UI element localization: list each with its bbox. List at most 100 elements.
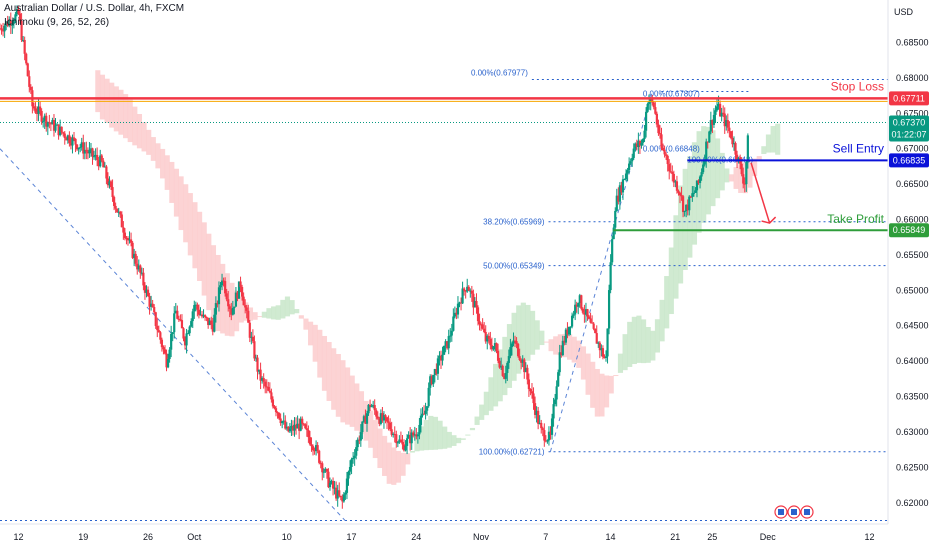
candle-body — [339, 495, 342, 498]
y-tick-label: 0.62000 — [896, 498, 929, 508]
candle-body — [422, 413, 426, 415]
candle-body — [353, 455, 356, 458]
cloud-segment — [604, 375, 610, 408]
candle-body — [62, 132, 65, 134]
candle-body — [611, 239, 614, 263]
cloud-segment — [160, 148, 166, 179]
candle-body — [179, 319, 182, 321]
cloud-segment — [557, 334, 563, 356]
candle-body — [436, 358, 440, 374]
cloud-segment — [608, 375, 614, 394]
candle-body — [372, 405, 375, 407]
candle-body — [529, 389, 532, 392]
candle-body — [156, 325, 159, 331]
candle-body — [163, 349, 167, 354]
cloud-segment — [243, 302, 249, 321]
candle-body — [714, 110, 717, 115]
candle-body — [330, 480, 333, 483]
legend: Australian Dollar / U.S. Dollar, 4h, FXC… — [4, 2, 184, 30]
candle-body — [563, 340, 566, 343]
candle-body — [196, 304, 199, 310]
candle-body — [725, 120, 728, 127]
candle-body — [379, 413, 382, 424]
candle-body — [170, 333, 173, 350]
candle-body — [176, 310, 179, 319]
candle-body — [274, 408, 278, 413]
candle-body — [375, 410, 378, 417]
candle-body — [587, 316, 591, 319]
candle-body — [264, 381, 267, 387]
candle-body — [513, 340, 517, 342]
cloud-segment — [599, 373, 605, 417]
candle-body — [367, 404, 370, 414]
candle-body — [316, 445, 319, 451]
candle-body — [5, 21, 8, 26]
fib-label: 0.00%(0.67807) — [643, 90, 700, 99]
candle-body — [476, 307, 480, 322]
cloud-segment — [525, 304, 531, 361]
x-tick-label: 10 — [282, 532, 292, 542]
cloud-segment — [428, 415, 434, 450]
candle-body — [634, 143, 637, 149]
candle-body — [607, 290, 611, 329]
candle-body — [382, 415, 386, 421]
x-tick-label: 21 — [670, 532, 680, 542]
cloud-segment — [95, 70, 101, 113]
candle-body — [23, 39, 26, 54]
candle-body — [347, 471, 350, 479]
candle-body — [159, 332, 162, 340]
candle-body — [438, 355, 441, 359]
candle-body — [356, 439, 359, 448]
candle-body — [427, 387, 430, 407]
candle-body — [348, 466, 352, 472]
candle-body — [416, 434, 419, 437]
candle-body — [279, 418, 282, 424]
candle-body — [43, 115, 46, 121]
candle-body — [79, 147, 82, 149]
candle-body — [637, 140, 640, 148]
candle-body — [68, 135, 71, 144]
candle-body — [222, 280, 225, 282]
candle-body — [250, 336, 253, 338]
cloud-segment — [724, 168, 730, 183]
candle-body — [202, 315, 205, 317]
candle-body — [504, 373, 507, 379]
candle-body — [331, 480, 335, 489]
cloud-segment — [664, 276, 670, 329]
cloud-segment — [340, 360, 346, 423]
cloud-segment — [372, 420, 378, 459]
candle-body — [543, 430, 546, 441]
candle-body — [612, 227, 615, 240]
candle-body — [197, 309, 201, 315]
candle-body — [143, 285, 147, 293]
candle-body — [432, 374, 435, 385]
cloud-segment — [405, 453, 411, 465]
candle-body — [580, 295, 583, 309]
candle-body — [165, 353, 168, 368]
y-tick-label: 0.68000 — [896, 73, 929, 83]
candle-body — [253, 341, 256, 359]
candle-body — [507, 356, 510, 363]
cloud-segment — [752, 158, 758, 177]
candle-body — [200, 314, 204, 317]
candle-body — [166, 359, 170, 368]
cloud-segment — [479, 404, 485, 420]
x-tick-label: 26 — [143, 532, 153, 542]
candle-body — [277, 412, 281, 419]
candle-body — [358, 439, 361, 441]
candle-body — [66, 135, 69, 141]
candle-body — [677, 190, 680, 193]
cloud-segment — [580, 346, 587, 380]
cloud-segment — [354, 383, 360, 431]
candle-body — [259, 369, 262, 381]
candle-body — [479, 324, 483, 326]
candle-body — [6, 21, 9, 26]
cloud-segment — [571, 336, 577, 363]
candle-body — [57, 124, 60, 136]
trade-levels: Stop Loss Sell Entry Take Profit — [0, 79, 888, 519]
cloud-segment — [715, 138, 721, 199]
candle-body — [361, 421, 364, 433]
candle-body — [174, 310, 177, 314]
candle-body — [492, 346, 495, 350]
